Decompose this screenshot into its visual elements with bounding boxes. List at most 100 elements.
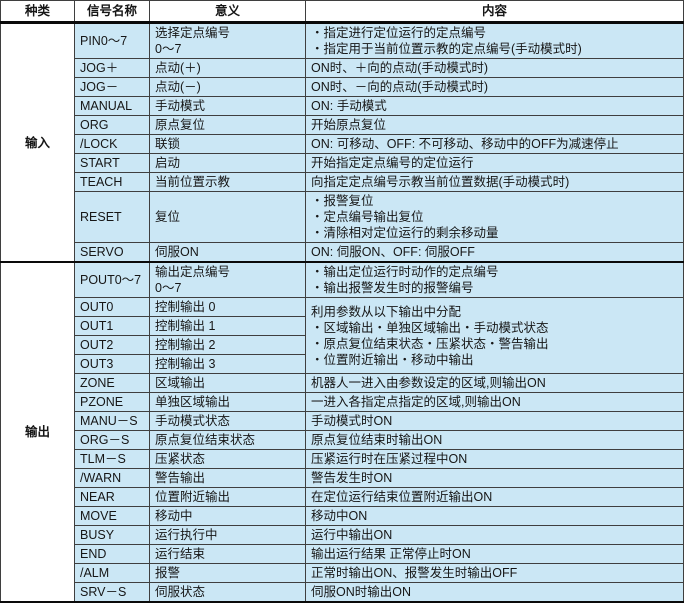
meaning-cell: 运行执行中 [149,525,306,545]
table-body: 输入 PIN0～7 选择定点编号 0～7 ・指定进行定位运行的定点编号 ・指定用于当前… [0,21,684,603]
content-cell: ・输出定位运行时动作的定点编号 ・输出报警发生时的报警编号 [305,261,684,298]
col-header-category: 种类 [0,0,75,24]
meaning-cell: 原点复位结束状态 [149,430,306,450]
header-row: 种类 信号名称 意义 内容 [0,0,684,24]
signal-cell: TLM－S [74,449,150,469]
signal-cell: START [74,153,150,173]
content-cell: ON: 可移动、OFF: 不可移动、移动中的OFF为减速停止 [305,134,684,154]
category-cell: 输出 [0,261,75,603]
signal-cell: /ALM [74,563,150,583]
meaning-cell: 位置附近输出 [149,487,306,507]
meaning-cell: 报警 [149,563,306,583]
table-row: PZONE 单独区域输出 一进入各指定点指定的区域,则输出ON [1,392,684,412]
signal-cell: NEAR [74,487,150,507]
table-row: OUT1 控制输出 1 [1,316,684,336]
table-row: BUSY 运行执行中 运行中输出ON [1,525,684,545]
meaning-cell: 手动模式状态 [149,411,306,431]
signal-cell: ORG－S [74,430,150,450]
meaning-cell: 联锁 [149,134,306,154]
table-row: 输入 PIN0～7 选择定点编号 0～7 ・指定进行定位运行的定点编号 ・指定用于当前… [0,21,684,263]
table-row: ZONE 区域输出 机器人一进入由参数设定的区域,则输出ON [1,373,684,393]
meaning-cell: 运行结束 [149,544,306,564]
table-row: JOG＋ 点动(＋) ON时、＋向的点动(手动模式时) [1,58,684,78]
content-cell: ON时、－向的点动(手动模式时) [305,77,684,97]
table-header: 种类 信号名称 意义 内容 [0,0,684,24]
meaning-cell: 点动(＋) [149,58,306,78]
meaning-cell: 单独区域输出 [149,392,306,412]
signal-cell: MANU－S [74,411,150,431]
meaning-cell: 启动 [149,153,306,173]
meaning-cell: 移动中 [149,506,306,526]
col-header-content: 内容 [305,0,684,24]
table-row: MANU－S 手动模式状态 手动模式时ON [1,411,684,431]
meaning-cell: 伺服ON [149,242,306,263]
content-cell: 伺服ON时输出ON [305,582,684,603]
signal-cell: /WARN [74,468,150,488]
signal-cell: OUT3 [74,354,150,374]
table-row: TLM－S 压紧状态 压紧运行时在压紧过程中ON [1,449,684,469]
category-cell: 输入 [0,21,75,263]
signal-cell: JOG－ [74,77,150,97]
content-cell: 开始原点复位 [305,115,684,135]
meaning-cell: 输出定点编号 0～7 [149,261,306,298]
signal-cell: MANUAL [74,96,150,116]
content-cell: 开始指定定点编号的定位运行 [305,153,684,173]
col-header-meaning: 意义 [149,0,306,24]
signal-cell: ORG [74,115,150,135]
table-row: SERVO 伺服ON ON: 伺服ON、OFF: 伺服OFF [1,242,684,263]
content-cell: 警告发生时ON [305,468,684,488]
table-row: MOVE 移动中 移动中ON [1,506,684,526]
meaning-cell: 原点复位 [149,115,306,135]
signal-cell: RESET [74,191,150,243]
content-cell: ON: 手动模式 [305,96,684,116]
signal-cell: BUSY [74,525,150,545]
table-row: ORG－S 原点复位结束状态 原点复位结束时输出ON [1,430,684,450]
signal-cell: SERVO [74,242,150,263]
signal-cell: SRV－S [74,582,150,603]
content-cell: ・报警复位 ・定点编号输出复位 ・清除相对定位运行的剩余移动量 [305,191,684,243]
meaning-cell: 选择定点编号 0～7 [149,21,306,59]
signal-cell: TEACH [74,172,150,192]
table-row: ORG 原点复位 开始原点复位 [1,115,684,135]
content-cell: 一进入各指定点指定的区域,则输出ON [305,392,684,412]
meaning-cell: 复位 [149,191,306,243]
col-header-signal-name: 信号名称 [74,0,150,24]
meaning-cell: 控制输出 2 [149,335,306,355]
table-row: MANUAL 手动模式 ON: 手动模式 [1,96,684,116]
signal-cell: OUT2 [74,335,150,355]
content-cell: 在定位运行结束位置附近输出ON [305,487,684,507]
signal-cell: ZONE [74,373,150,393]
signal-cell: /LOCK [74,134,150,154]
signal-cell: OUT0 [74,297,150,317]
content-cell: 利用参数从以下输出中分配 ・区域输出・单独区域输出・手动模式状态 ・原点复位结束… [305,297,684,374]
meaning-cell: 控制输出 1 [149,316,306,336]
content-cell: ・指定进行定位运行的定点编号 ・指定用于当前位置示教的定点编号(手动模式时) [305,21,684,59]
table-row: TEACH 当前位置示教 向指定定点编号示教当前位置数据(手动模式时) [1,172,684,192]
table-row: END 运行结束 输出运行结果 正常停止时ON [1,544,684,564]
meaning-cell: 伺服状态 [149,582,306,603]
meaning-cell: 压紧状态 [149,449,306,469]
table-row: 输出 POUT0～7 输出定点编号 0～7 ・输出定位运行时动作的定点编号 ・输出报警… [0,261,684,603]
table-row: OUT0 控制输出 0 利用参数从以下输出中分配 ・区域输出・单独区域输出・手动模式… [1,297,684,374]
table-row: START 启动 开始指定定点编号的定位运行 [1,153,684,173]
meaning-cell: 点动(－) [149,77,306,97]
content-cell: 原点复位结束时输出ON [305,430,684,450]
table-row: /ALM 报警 正常时输出ON、报警发生时输出OFF [1,563,684,583]
signal-cell: POUT0～7 [74,261,150,298]
table-row: RESET 复位 ・报警复位 ・定点编号输出复位 ・清除相对定位运行的剩余移动量 [1,191,684,243]
content-cell: 机器人一进入由参数设定的区域,则输出ON [305,373,684,393]
signal-cell: END [74,544,150,564]
content-cell: ON: 伺服ON、OFF: 伺服OFF [305,242,684,263]
table-row: NEAR 位置附近输出 在定位运行结束位置附近输出ON [1,487,684,507]
content-cell: 正常时输出ON、报警发生时输出OFF [305,563,684,583]
signal-cell: OUT1 [74,316,150,336]
content-cell: 手动模式时ON [305,411,684,431]
meaning-cell: 控制输出 3 [149,354,306,374]
table-row: SRV－S 伺服状态 伺服ON时输出ON [1,582,684,603]
content-cell: 向指定定点编号示教当前位置数据(手动模式时) [305,172,684,192]
table-row: /WARN 警告输出 警告发生时ON [1,468,684,488]
content-cell: 输出运行结果 正常停止时ON [305,544,684,564]
signal-cell: JOG＋ [74,58,150,78]
content-cell: ON时、＋向的点动(手动模式时) [305,58,684,78]
